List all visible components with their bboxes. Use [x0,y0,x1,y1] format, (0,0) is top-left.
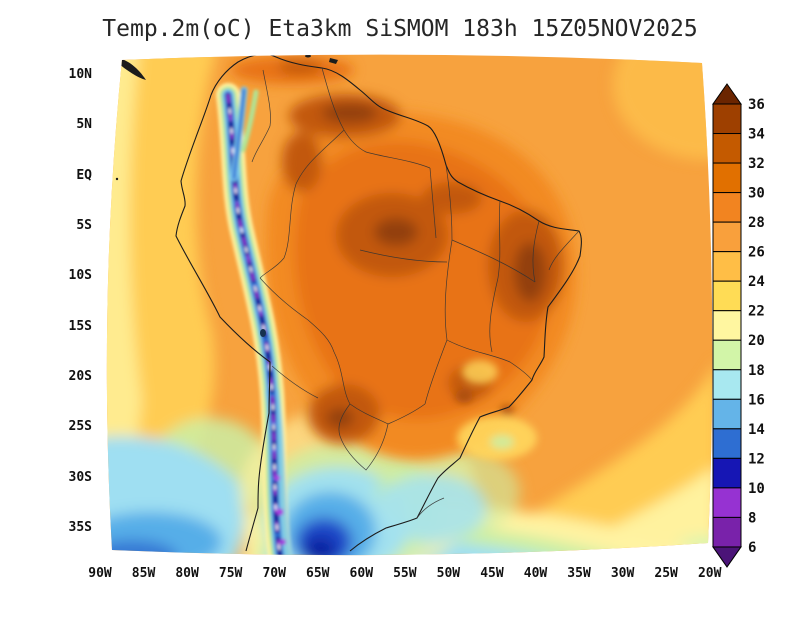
x-tick-label: 50W [436,566,461,581]
colorbar-segment [712,280,742,312]
x-tick-label: 60W [349,566,374,581]
colorbar-segment [712,310,742,341]
colorbar-tick-label: 10 [748,481,765,497]
x-tick-label: 20W [697,566,722,581]
x-tick-label: 85W [131,566,156,581]
x-tick-label: 35W [567,566,591,581]
field-warm-regions [230,56,577,461]
y-tick-label: 15S [68,318,92,334]
colorbar-segment [712,487,742,518]
andes-cold-ribbon [216,83,293,556]
colorbar-tick-label: 34 [748,127,765,143]
y-tick-label: 35S [68,519,92,535]
y-tick-label: EQ [76,167,92,183]
y-tick-label: 10S [68,268,92,284]
colorbar-segment [712,103,742,135]
y-tick-label: 5N [76,117,92,133]
colorbar-segment [712,428,742,459]
colorbar-tick-label: 6 [748,540,756,556]
colorbar-tick-label: 14 [748,422,765,438]
colorbar-segment [712,162,742,194]
x-tick-label: 75W [218,566,243,581]
colorbar-tick-label: 8 [748,510,756,526]
islands [106,54,338,337]
colorbar-top-cap [712,83,742,105]
colorbar-tick-label: 12 [748,451,765,467]
colorbar-segment [712,133,742,164]
colorbar-segment [712,192,742,223]
x-tick-label: 30W [610,566,635,581]
x-tick-label: 90W [88,566,112,581]
colorbar-tick-label: 30 [748,186,765,202]
y-tick-label: 25S [68,419,92,435]
colorbar-segment [712,516,742,548]
colorbar: 36 34 32 30 28 26 24 22 20 18 16 14 12 10 8 6 [712,83,765,568]
x-tick-label: 25W [654,566,678,581]
colorbar-segment [712,339,742,371]
colorbar-segment [712,457,742,489]
colorbar-segment [712,398,742,430]
y-tick-label: 20S [68,368,92,384]
colorbar-tick-label: 18 [748,363,765,379]
colorbar-tick-label: 24 [748,274,765,290]
y-tick-label: 30S [68,469,92,485]
x-tick-label: 40W [523,566,548,581]
y-axis-labels: 10N 5N EQ 5S 10S 15S 20S 25S 30S 35S [38,0,92,618]
colorbar-tick-label: 36 [748,97,765,113]
x-tick-label: 45W [480,566,504,581]
field-se-brazil-patches [455,360,537,460]
colorbar-segment [712,369,742,400]
x-tick-label: 55W [393,566,417,581]
borders [251,67,580,519]
colorbar-tick-label: 20 [748,333,765,349]
y-tick-label: 10N [68,67,92,82]
x-tick-label: 80W [175,566,199,581]
colorbar-tick-label: 22 [748,304,765,320]
colorbar-tick-label: 26 [748,245,765,261]
colorbar-segment [712,251,742,282]
plot-title: Temp.2m(oC) Eta3km SiSMOM 183h 15Z05NOV2… [102,16,698,42]
colorbar-segment [712,221,742,253]
x-axis-labels: 90W 85W 80W 75W 70W 65W 60W 55W 50W 45W 40W 35W 30W 2… [0,566,800,586]
y-tick-label: 5S [76,217,92,233]
colorbar-tick-label: 32 [748,156,765,172]
x-tick-label: 70W [262,566,286,581]
colorbar-tick-label: 16 [748,392,765,408]
x-tick-label: 65W [306,566,330,581]
colorbar-bottom-cap [712,546,742,568]
colorbar-tick-label: 28 [748,215,765,231]
